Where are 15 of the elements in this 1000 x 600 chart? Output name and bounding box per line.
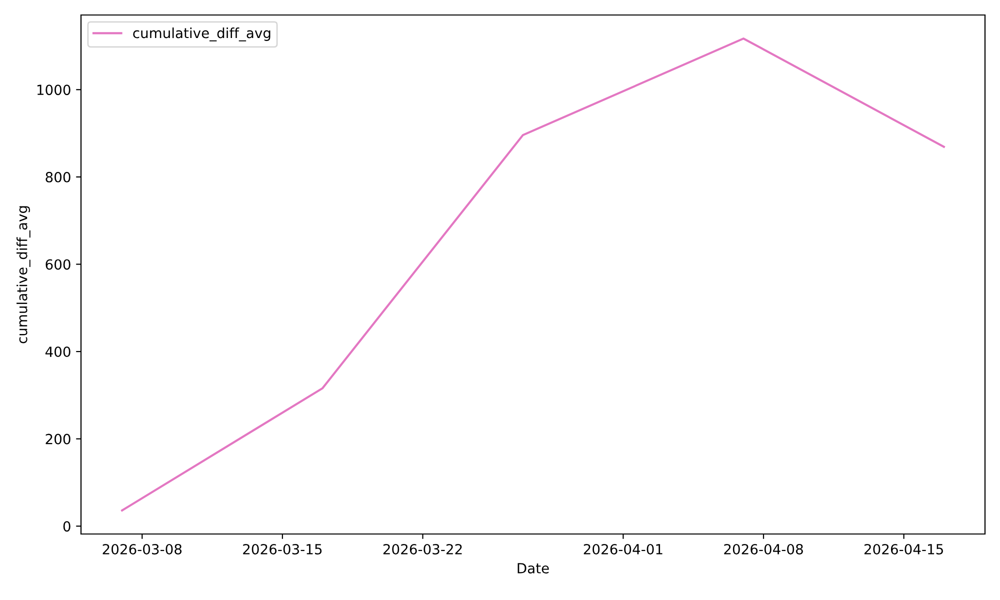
y-tick-label: 600: [46, 259, 70, 270]
x-tick-label: 2026-03-08: [102, 544, 182, 554]
y-tick-label: 200: [46, 434, 70, 444]
y-tick-label: 400: [45, 346, 70, 358]
legend-label: cumulative_diff_avg: [133, 28, 270, 42]
x-tick-label: 2026-03-15: [243, 544, 322, 554]
x-tick-label: 2026-04-15: [864, 544, 943, 554]
y-tick-label: 0: [63, 521, 70, 532]
x-tick-label: 2026-04-08: [724, 544, 803, 554]
x-tick-label: 2026-03-22: [383, 544, 462, 554]
y-tick-label: 800: [46, 172, 70, 182]
y-axis-title: cumulative_diff_avg: [16, 206, 30, 344]
x-axis-title: Date: [518, 563, 549, 574]
x-tick-label: 2026-04-01: [584, 544, 662, 554]
y-tick-label: 1000: [37, 84, 70, 96]
